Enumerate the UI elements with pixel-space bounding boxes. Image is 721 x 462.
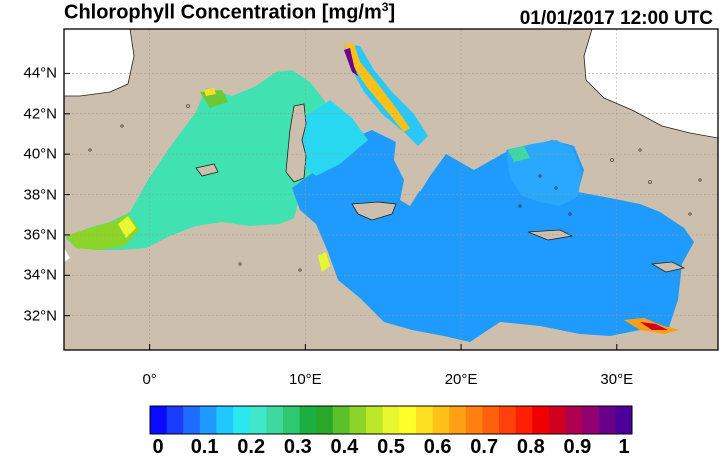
colorbar-tick-label: 0.9 [563,436,592,458]
colorbar-cell [382,406,400,434]
colorbar-cell [515,406,533,434]
colorbar-tick-label: 1 [618,436,630,458]
map-title: Chlorophyll Concentration [mg/m3] [64,0,395,25]
corsica-sardinia [286,104,306,182]
colorbar-tick-label: 0 [152,436,164,458]
colorbar-cell [249,406,267,434]
colorbar-cell [266,406,284,434]
colorbar-cell [299,406,317,434]
black-sea [584,29,718,138]
colorbar-tick-label: 0.3 [283,436,312,458]
colorbar-cell [465,406,483,434]
islets [88,104,702,272]
title-text: Chlorophyll Concentration [mg/m [64,1,382,24]
colorbar-cell [216,406,234,434]
western-basin [66,70,332,250]
lat-tick-label: 34°N [23,266,57,284]
colorbar-cell [615,406,633,434]
alboran-yellow [118,216,136,238]
colorbar-cell [399,406,417,434]
colorbar-cell [415,406,434,434]
timestamp: 01/01/2017 12:00 UTC [519,8,713,29]
colorbar-tick-label: 0.8 [516,436,545,458]
colorbar-frame [149,405,633,435]
colorbar-tick-label: 0.2 [237,436,266,458]
north-adriatic-purple [344,48,358,76]
colorbar-cell [449,406,467,434]
colorbar-tick-label: 0.1 [190,436,219,458]
lat-tick-label: 38°N [23,186,57,204]
atlantic [64,29,134,96]
lat-tick-label: 36°N [23,226,57,244]
colorbar-cell [166,406,184,434]
title-bracket: ] [388,1,396,24]
colorbar-cell [282,406,301,434]
colorbar-cell [548,406,567,434]
lat-tick-label: 44°N [23,64,57,82]
tyrrhenian-sea [300,100,368,176]
eastern-basin [292,130,694,342]
north-aegean [508,146,530,162]
graticule [64,29,718,350]
lat-tick-label: 40°N [23,145,57,163]
colorbar-cell [332,406,350,434]
colorbar-cell [532,406,550,434]
gulf-of-lion-yellow [204,88,216,96]
colorbar-cell [366,406,384,434]
colorbar-cell [482,406,500,434]
map-frame [63,28,719,351]
sicily [352,202,396,220]
title-unit-exponent: 3 [381,0,389,14]
colorbar-cell [316,406,334,434]
nile-delta-red [640,322,668,330]
colorbar-tick-label: 0.5 [377,436,405,458]
lon-tick-label: 10°E [288,371,322,388]
colorbar-cell [349,406,367,434]
colorbar-cell [499,406,517,434]
colorbar-cell [582,406,600,434]
lon-tick-label: 0° [142,371,157,388]
axis-ticks [64,72,618,350]
colorbar-cell [233,406,251,434]
colorbar-tick-label: 0.7 [470,436,499,458]
italy-south [394,140,420,206]
colorbar-cells [150,406,633,434]
colorbar-cell [183,406,201,434]
lon-tick-label: 30°E [600,371,634,388]
gabes-gulf [318,252,330,272]
lat-tick-label: 32°N [23,307,57,325]
colorbar-tick-label: 0.6 [423,436,452,458]
colorbar-cell [432,406,450,434]
colorbar-cell [598,406,616,434]
colorbar-cell [150,406,168,434]
lon-tick-label: 20°E [444,371,478,388]
atlantic-south [64,248,70,262]
colorbar-cell [565,406,583,434]
colorbar-cell [199,406,217,434]
colorbar-tick-label: 0.4 [330,436,359,458]
lat-tick-label: 42°N [23,105,57,123]
north-adriatic [344,44,410,132]
